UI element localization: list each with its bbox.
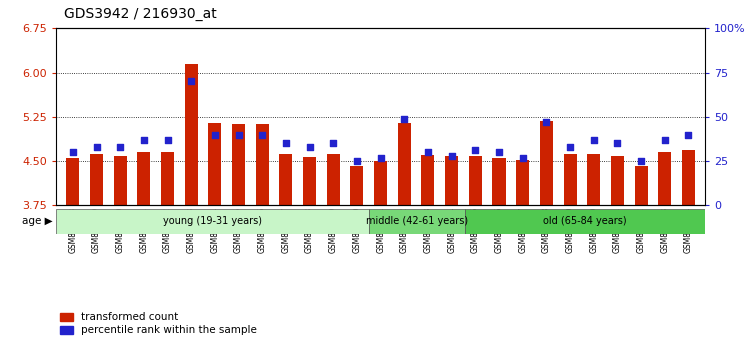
Bar (658, 152, 671, 205)
Bar (493, 158, 506, 205)
Text: age ▶: age ▶ (22, 216, 53, 226)
Point (91, 144, 103, 150)
Bar (56, 209, 368, 234)
Point (375, 155, 387, 160)
Bar (232, 125, 245, 205)
Point (517, 155, 529, 160)
Point (470, 148, 482, 153)
Bar (303, 157, 316, 205)
Bar (137, 152, 150, 205)
Point (280, 141, 292, 146)
Point (209, 132, 221, 137)
Bar (256, 125, 268, 205)
Point (422, 149, 434, 155)
Text: young (19-31 years): young (19-31 years) (163, 216, 262, 226)
Bar (350, 166, 364, 205)
Point (351, 158, 363, 164)
Bar (368, 209, 465, 234)
Point (658, 137, 670, 143)
Point (564, 144, 576, 150)
Bar (209, 123, 221, 205)
Point (327, 141, 339, 146)
Point (682, 132, 694, 137)
Text: GDS3942 / 216930_at: GDS3942 / 216930_at (64, 7, 217, 21)
Bar (422, 155, 434, 205)
Point (67, 149, 79, 155)
Point (161, 137, 173, 143)
Point (398, 116, 410, 121)
Bar (446, 156, 458, 205)
Bar (161, 152, 174, 205)
Bar (540, 121, 553, 205)
Bar (611, 156, 624, 205)
Bar (114, 156, 127, 205)
Bar (465, 209, 705, 234)
Point (540, 119, 552, 125)
Point (611, 141, 623, 146)
Bar (469, 156, 482, 205)
Bar (634, 166, 647, 205)
Point (232, 132, 244, 137)
Point (185, 79, 197, 84)
Legend: transformed count, percentile rank within the sample: transformed count, percentile rank withi… (56, 308, 261, 339)
Text: old (65-84 years): old (65-84 years) (543, 216, 627, 226)
Bar (90, 154, 103, 205)
Bar (374, 161, 387, 205)
Bar (398, 123, 411, 205)
Bar (184, 64, 198, 205)
Point (138, 137, 150, 143)
Bar (682, 150, 695, 205)
Bar (66, 158, 80, 205)
Text: middle (42-61 years): middle (42-61 years) (365, 216, 468, 226)
Bar (280, 154, 292, 205)
Point (635, 158, 647, 164)
Point (304, 144, 316, 150)
Point (256, 132, 268, 137)
Bar (516, 160, 530, 205)
Point (446, 153, 458, 159)
Bar (563, 154, 577, 205)
Point (114, 144, 126, 150)
Bar (327, 154, 340, 205)
Point (588, 137, 600, 143)
Point (493, 149, 505, 155)
Bar (587, 154, 600, 205)
